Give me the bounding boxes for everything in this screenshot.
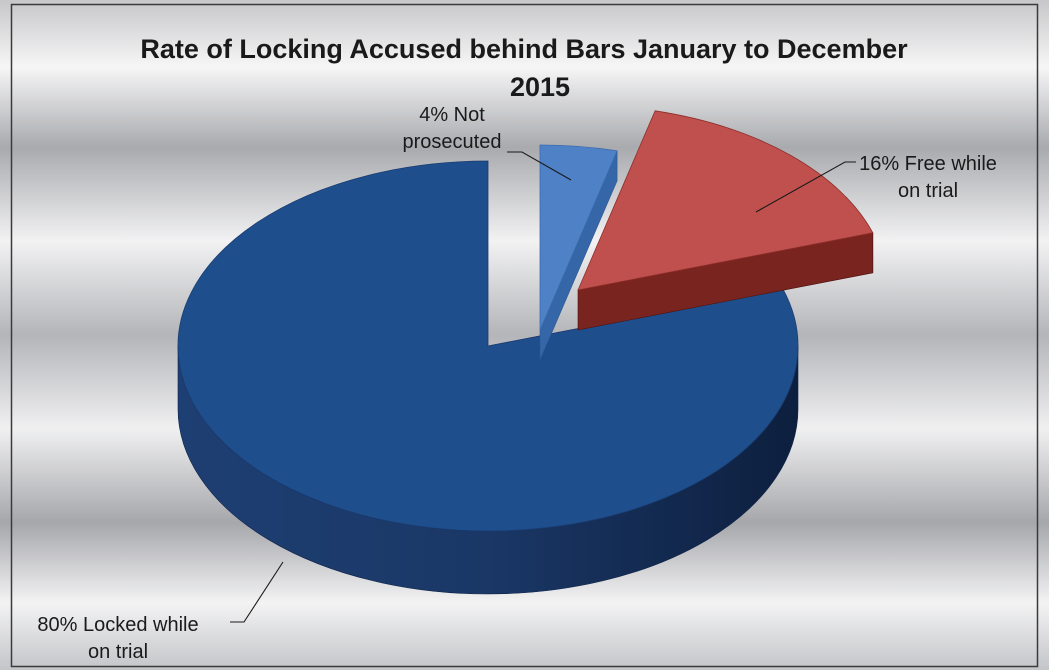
chart-title-line-1: Rate of Locking Accused behind Bars Janu… (140, 34, 908, 64)
label-free-line-2: on trial (898, 180, 958, 202)
leader-free (755, 161, 856, 213)
data-labels: 4% Not prosecuted 16% Free while on trial 80… (37, 104, 997, 663)
label-locked-line-2: on trial (88, 641, 148, 663)
label-free-line-1: 16% Free while (859, 153, 997, 175)
slice-locked (177, 160, 799, 532)
slice-not-prosecuted (539, 144, 618, 331)
slice-free (577, 110, 874, 291)
pie-slices (177, 110, 874, 595)
chart-border (10, 3, 1039, 668)
leader-locked (230, 561, 284, 623)
chart-title-line-2: 2015 (510, 72, 570, 102)
leader-lines (230, 151, 856, 623)
label-locked-line-1: 80% Locked while (37, 614, 198, 636)
leader-not-prosecuted (507, 151, 572, 181)
label-not-prosecuted-line-1: 4% Not (419, 104, 485, 126)
label-not-prosecuted-line-2: prosecuted (403, 131, 502, 153)
